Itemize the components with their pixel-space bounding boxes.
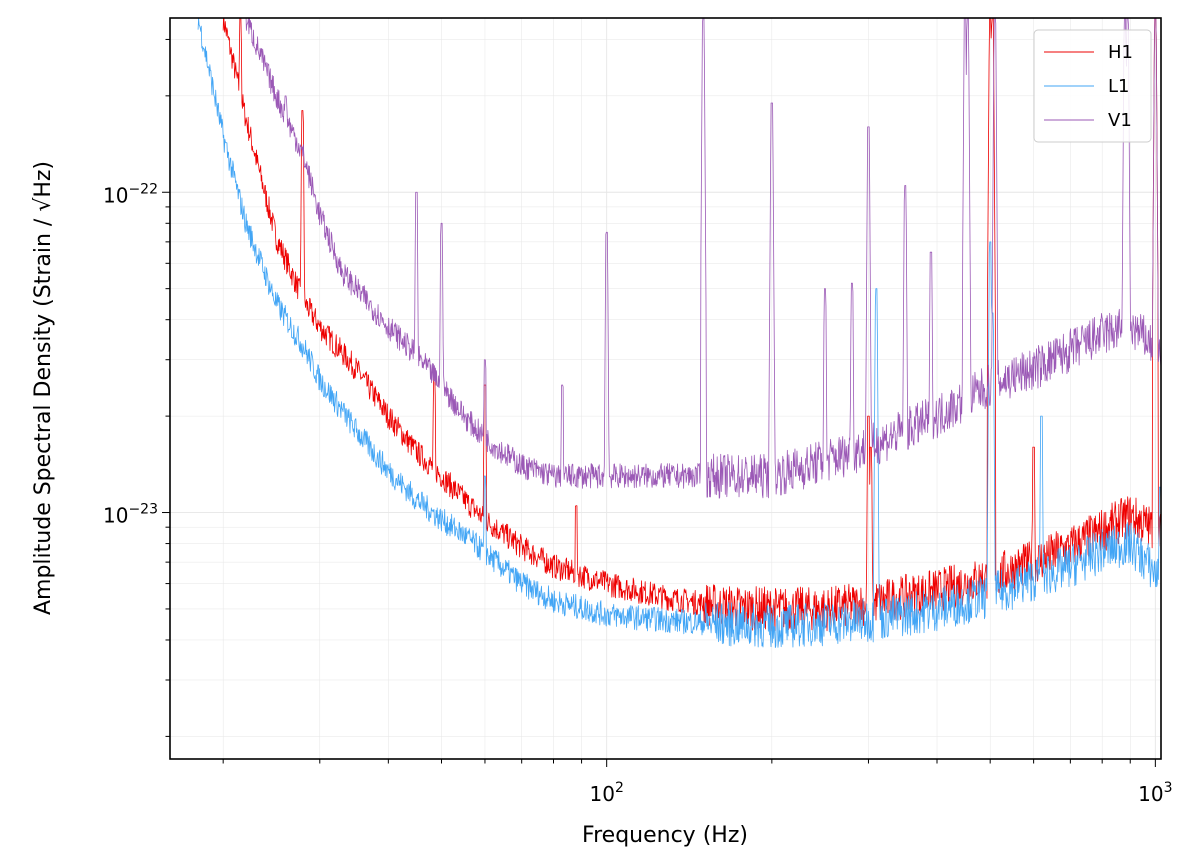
- x-tick-label: 103: [1138, 780, 1172, 806]
- series-line-h1: [222, 18, 1161, 632]
- series-line-l1: [197, 18, 1161, 648]
- series-layer: [197, 18, 1161, 648]
- series-line-v1: [245, 18, 1161, 499]
- legend-label-v1: V1: [1108, 110, 1132, 131]
- legend: H1 L1 V1: [1033, 29, 1152, 143]
- ticks: 102 103 10−23 10−22: [103, 38, 1173, 806]
- legend-label-l1: L1: [1108, 76, 1129, 97]
- legend-label-h1: H1: [1108, 42, 1133, 63]
- plot-frame: [169, 17, 1162, 760]
- x-tick-label: 102: [589, 780, 623, 806]
- x-axis-label: Frequency (Hz): [582, 823, 748, 848]
- y-tick-label: 10−22: [103, 181, 158, 207]
- y-tick-label: 10−23: [103, 502, 158, 528]
- y-axis-label: Amplitude Spectral Density (Strain / √Hz…: [31, 161, 56, 615]
